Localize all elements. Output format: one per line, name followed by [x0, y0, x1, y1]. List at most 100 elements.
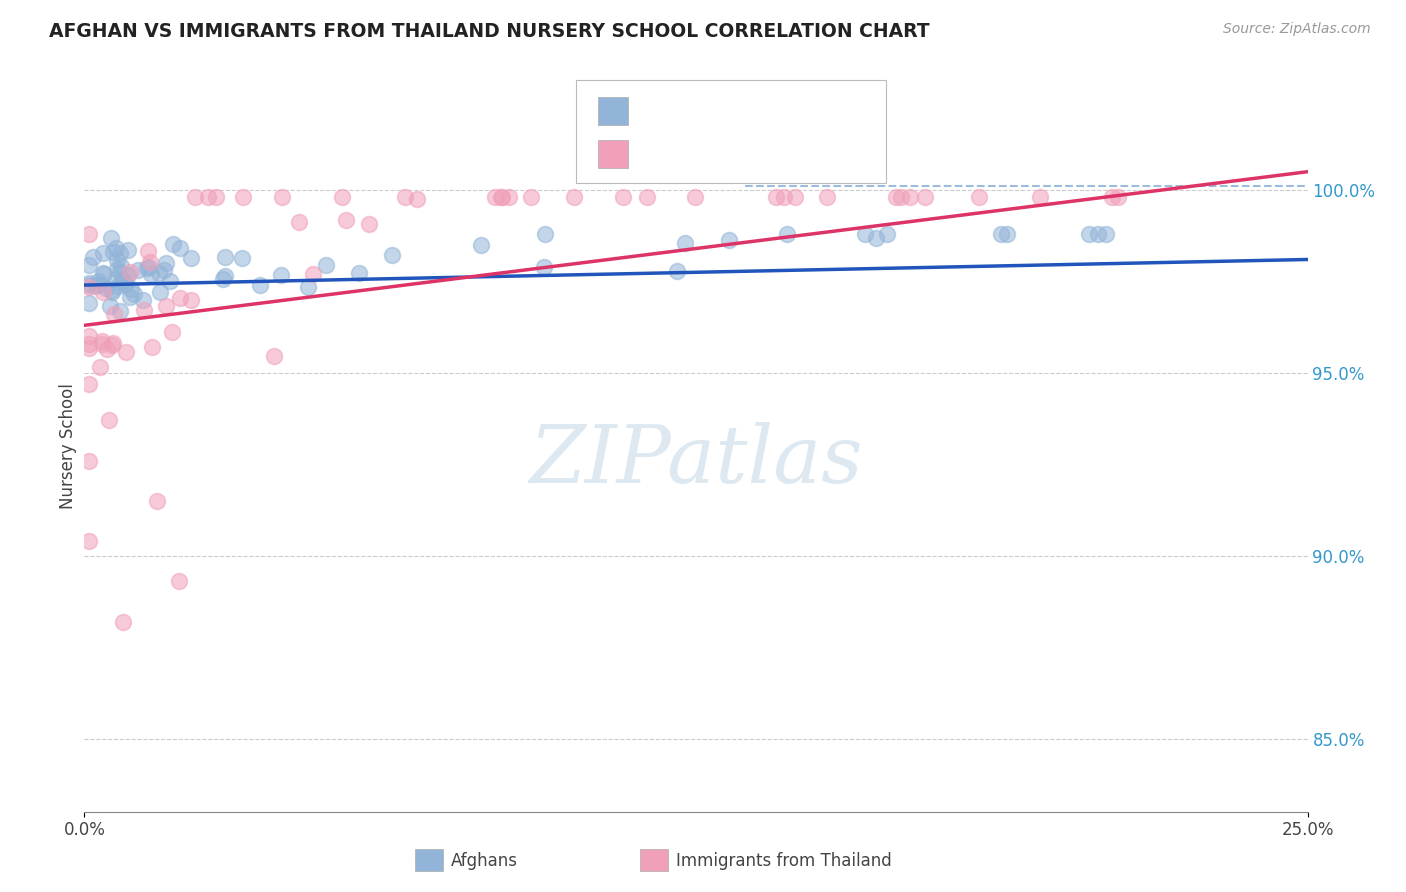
Point [87, 277, 110, 291]
Point [562, 190, 585, 204]
Point [77, 534, 100, 549]
Text: Immigrants from Thailand: Immigrants from Thailand [676, 852, 891, 870]
Point [90, 334, 112, 348]
Point [160, 325, 183, 339]
Point [180, 293, 202, 307]
Point [146, 493, 169, 508]
Point [718, 233, 741, 247]
Point [898, 190, 921, 204]
Point [91, 245, 114, 260]
Point [776, 227, 799, 241]
Point [995, 227, 1018, 241]
Point [520, 190, 543, 204]
Point [91, 337, 114, 351]
Point [103, 307, 125, 321]
Point [884, 190, 907, 204]
Point [77, 295, 100, 310]
Text: R = 0.089   N = 74: R = 0.089 N = 74 [640, 103, 804, 120]
Point [665, 263, 688, 277]
Point [136, 260, 159, 275]
Point [91, 266, 114, 280]
Point [533, 260, 555, 274]
Point [132, 303, 155, 318]
Point [117, 268, 139, 282]
Text: AFGHAN VS IMMIGRANTS FROM THAILAND NURSERY SCHOOL CORRELATION CHART: AFGHAN VS IMMIGRANTS FROM THAILAND NURSE… [49, 22, 929, 41]
Point [111, 272, 134, 286]
Point [335, 212, 357, 227]
Point [249, 278, 271, 293]
Point [77, 276, 100, 290]
Point [77, 329, 100, 343]
Point [169, 574, 191, 589]
Point [270, 268, 292, 282]
Point [110, 260, 132, 274]
Point [98, 299, 121, 313]
Point [79, 279, 101, 293]
Point [82, 250, 104, 264]
Point [853, 227, 876, 241]
Point [105, 252, 128, 267]
Point [105, 261, 128, 276]
Point [673, 236, 696, 251]
Text: R = 0.205   N = 64: R = 0.205 N = 64 [640, 145, 804, 163]
Point [101, 244, 124, 259]
Point [197, 190, 219, 204]
Point [315, 258, 337, 272]
Point [148, 266, 170, 280]
Point [967, 190, 990, 204]
Point [169, 291, 191, 305]
Point [815, 190, 838, 204]
Point [1029, 190, 1052, 204]
Y-axis label: Nursery School: Nursery School [59, 383, 77, 509]
Point [773, 190, 796, 204]
Point [214, 269, 236, 284]
Point [84, 278, 107, 293]
Point [77, 277, 100, 292]
Point [214, 251, 236, 265]
Point [152, 263, 174, 277]
Point [118, 265, 141, 279]
Point [77, 258, 100, 272]
Point [263, 349, 285, 363]
Point [288, 214, 311, 228]
Point [1107, 190, 1129, 204]
Point [89, 277, 111, 291]
Point [612, 190, 634, 204]
Point [297, 279, 319, 293]
Point [139, 268, 162, 282]
Point [97, 413, 120, 427]
Point [783, 190, 806, 204]
Point [104, 241, 127, 255]
Point [77, 341, 100, 355]
Point [132, 293, 155, 307]
Point [107, 279, 129, 293]
Point [87, 274, 110, 288]
Point [77, 376, 100, 391]
Point [876, 227, 898, 241]
Point [138, 255, 160, 269]
Point [1087, 227, 1109, 241]
Point [890, 190, 912, 204]
Point [484, 190, 506, 204]
Point [232, 190, 254, 204]
Point [359, 217, 381, 231]
Text: ZIPatlas: ZIPatlas [529, 422, 863, 500]
Point [77, 336, 100, 351]
Point [114, 277, 136, 291]
Point [118, 290, 141, 304]
Point [765, 190, 787, 204]
Point [381, 247, 404, 261]
Point [865, 230, 887, 244]
Point [330, 190, 353, 204]
Point [1095, 227, 1118, 241]
Point [100, 231, 122, 245]
Point [636, 190, 658, 204]
Point [302, 267, 325, 281]
Point [180, 251, 202, 265]
Text: Afghans: Afghans [451, 852, 519, 870]
Point [231, 251, 253, 265]
Point [120, 282, 142, 296]
Point [89, 360, 111, 375]
Point [533, 227, 555, 241]
Point [184, 190, 207, 204]
